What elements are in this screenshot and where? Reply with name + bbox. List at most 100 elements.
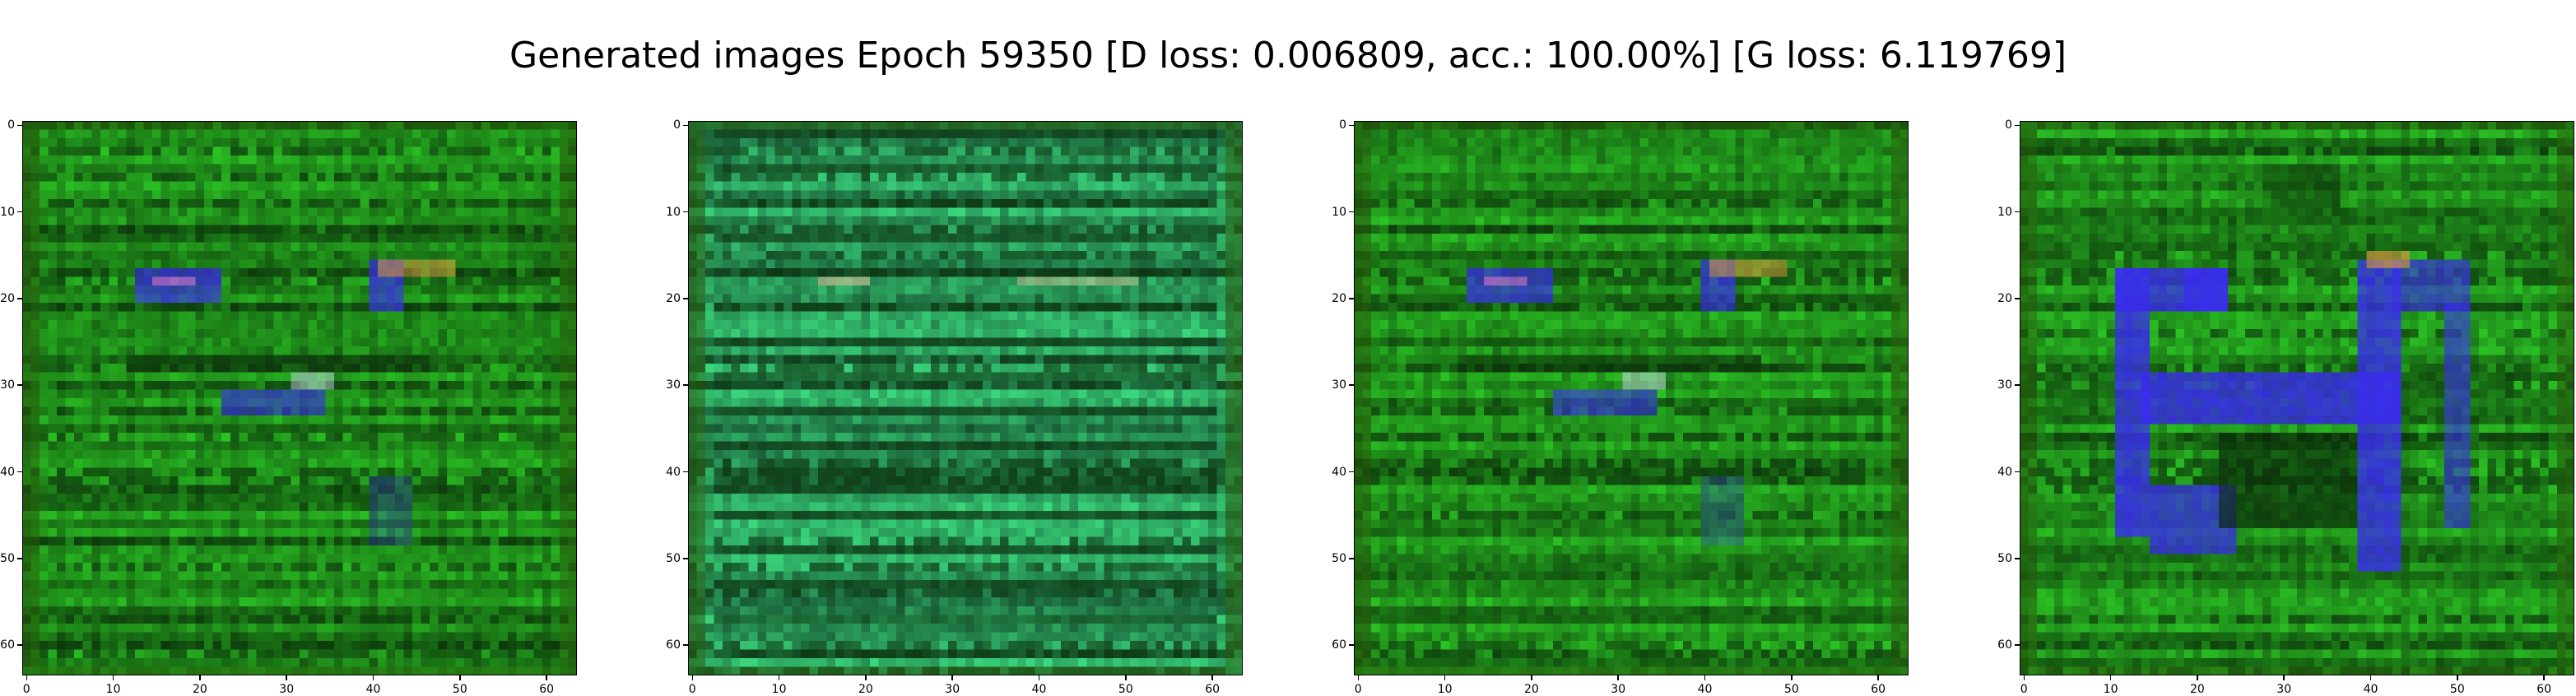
- x-tick-label: 60: [1871, 683, 1886, 696]
- generated-image: [22, 121, 577, 675]
- x-tick-label: 10: [105, 683, 121, 696]
- x-tick-label: 40: [365, 683, 381, 696]
- y-tick: [1349, 558, 1354, 559]
- x-tick: [2283, 675, 2285, 680]
- x-tick: [691, 675, 694, 680]
- x-tick-label: 60: [539, 683, 555, 696]
- y-tick: [17, 124, 22, 127]
- y-tick: [1349, 644, 1354, 646]
- x-tick: [546, 675, 547, 680]
- x-tick: [951, 675, 953, 680]
- x-tick: [778, 675, 780, 680]
- y-tick: [683, 384, 688, 386]
- x-tick-label: 0: [2020, 683, 2028, 696]
- y-tick-label: 60: [666, 638, 681, 652]
- x-tick-label: 20: [192, 683, 207, 696]
- x-tick-label: 50: [2449, 683, 2465, 696]
- y-tick: [2015, 558, 2020, 559]
- x-tick-label: 40: [1031, 683, 1047, 696]
- y-tick-label: 60: [0, 638, 15, 652]
- x-tick-label: 40: [1697, 683, 1713, 696]
- x-tick: [112, 675, 114, 680]
- y-tick-label: 50: [666, 551, 681, 565]
- x-tick: [1617, 675, 1619, 680]
- y-tick-label: 50: [1997, 551, 2012, 565]
- y-tick-label: 0: [673, 118, 681, 132]
- x-tick-label: 20: [2189, 683, 2205, 696]
- y-tick: [1349, 211, 1354, 213]
- x-tick: [2457, 675, 2458, 680]
- y-tick-label: 20: [1997, 291, 2012, 305]
- x-tick-label: 20: [858, 683, 873, 696]
- y-tick: [683, 124, 688, 127]
- x-tick: [2197, 675, 2198, 680]
- y-tick: [683, 558, 688, 559]
- y-tick-label: 50: [1332, 551, 1346, 565]
- y-tick: [1349, 124, 1354, 127]
- x-tick-label: 50: [1783, 683, 1799, 696]
- x-tick-label: 50: [452, 683, 467, 696]
- x-tick: [1877, 675, 1879, 680]
- y-tick-label: 10: [1332, 205, 1346, 219]
- x-tick-label: 30: [2276, 683, 2292, 696]
- y-tick: [17, 298, 22, 299]
- y-tick-label: 0: [1339, 118, 1346, 132]
- y-tick-label: 40: [666, 465, 681, 479]
- x-tick-label: 30: [945, 683, 960, 696]
- x-tick: [1211, 675, 1213, 680]
- x-tick: [1791, 675, 1793, 680]
- generated-image: [688, 121, 1243, 675]
- x-tick-label: 60: [2536, 683, 2552, 696]
- x-tick-label: 0: [1354, 683, 1362, 696]
- y-tick: [2015, 211, 2020, 213]
- x-tick-label: 50: [1118, 683, 1133, 696]
- x-tick-label: 30: [279, 683, 295, 696]
- x-tick: [1531, 675, 1532, 680]
- y-tick-label: 40: [1997, 465, 2012, 479]
- x-tick: [1357, 675, 1360, 680]
- y-tick: [683, 471, 688, 473]
- x-tick-label: 20: [1523, 683, 1539, 696]
- y-tick-label: 10: [1997, 205, 2012, 219]
- x-tick: [1444, 675, 1446, 680]
- y-tick-label: 10: [0, 205, 15, 219]
- y-tick-label: 30: [1332, 378, 1346, 392]
- y-tick-label: 30: [1997, 378, 2012, 392]
- y-tick-label: 0: [7, 118, 15, 132]
- y-tick-label: 60: [1332, 638, 1346, 652]
- y-tick: [1349, 298, 1354, 299]
- generated-image: [2020, 121, 2574, 675]
- y-tick: [683, 298, 688, 299]
- y-tick-label: 30: [0, 378, 15, 392]
- y-tick: [2015, 471, 2020, 473]
- y-tick: [2015, 298, 2020, 299]
- x-tick-label: 0: [22, 683, 30, 696]
- y-tick-label: 40: [0, 465, 15, 479]
- x-tick: [2369, 675, 2372, 680]
- y-tick-label: 60: [1997, 638, 2012, 652]
- y-tick: [17, 471, 22, 473]
- y-tick: [2015, 384, 2020, 386]
- generated-image: [1354, 121, 1909, 675]
- x-tick-label: 40: [2363, 683, 2378, 696]
- y-tick-label: 0: [2005, 118, 2012, 132]
- x-tick-label: 10: [771, 683, 787, 696]
- y-tick: [17, 384, 22, 386]
- y-tick: [1349, 471, 1354, 473]
- y-tick-label: 40: [1332, 465, 1346, 479]
- y-tick-label: 10: [666, 205, 681, 219]
- y-tick: [17, 211, 22, 213]
- y-tick-label: 50: [0, 551, 15, 565]
- x-tick: [372, 675, 374, 680]
- x-tick: [2109, 675, 2112, 680]
- x-tick: [2023, 675, 2025, 680]
- x-tick: [1038, 675, 1040, 680]
- x-tick: [865, 675, 867, 680]
- x-tick-label: 10: [1437, 683, 1453, 696]
- y-tick: [2015, 644, 2020, 646]
- x-tick: [26, 675, 28, 680]
- x-tick-label: 30: [1611, 683, 1626, 696]
- y-tick-label: 20: [1332, 291, 1346, 305]
- x-tick: [2543, 675, 2545, 680]
